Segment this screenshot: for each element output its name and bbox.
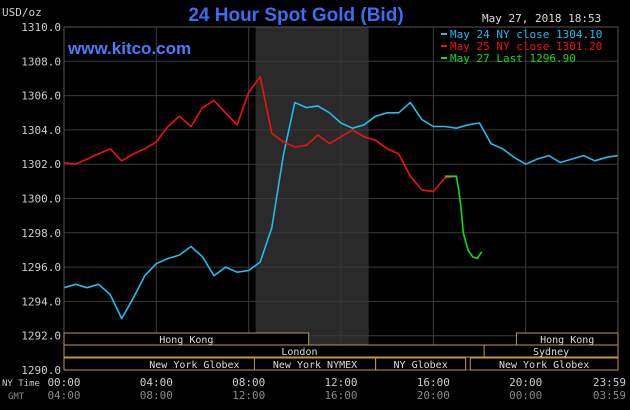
- session-bar: New York NYMEX: [253, 357, 377, 371]
- y-axis-ticks: 1310.0 1308.0 1306.0 1304.0 1302.0 1300.0 1298…: [21, 21, 61, 377]
- x-tick-label-ny: 12:00: [324, 376, 357, 389]
- y-tick-label: 1290.0: [21, 364, 61, 377]
- x-tick-label-gmt: 08:00: [140, 389, 173, 402]
- session-label: New York Globex: [149, 360, 239, 371]
- series-line-1: [63, 101, 618, 320]
- session-bar: London: [63, 344, 536, 358]
- x-tick-label-gmt: 16:00: [324, 389, 357, 402]
- x-tick-label-gmt: 03:59: [593, 389, 626, 402]
- x-tick-label-gmt: 12:00: [232, 389, 265, 402]
- session-box: [469, 357, 619, 371]
- x-tick-label-ny: 20:00: [509, 376, 542, 389]
- x-axis-ny-time-label: NY Time: [2, 379, 40, 389]
- series-line-2: [63, 75, 457, 193]
- session-box: [483, 344, 619, 358]
- session-label: London: [281, 347, 317, 358]
- x-tick-label-ny: 04:00: [140, 376, 173, 389]
- timestamp: May 27, 2018 18:53: [482, 12, 601, 25]
- site-watermark: www.kitco.com: [67, 39, 191, 58]
- session-label: Sydney: [533, 347, 569, 358]
- y-axis-unit-label: USD/oz: [2, 6, 42, 19]
- session-bar: New York Globex: [469, 357, 619, 371]
- x-axis-gmt-label: GMT: [8, 392, 25, 402]
- session-box: [375, 357, 467, 371]
- session-label: New York NYMEX: [273, 360, 357, 371]
- y-tick-label: 1298.0: [21, 227, 61, 240]
- session-label: NY Globex: [394, 360, 448, 371]
- x-tick-label-gmt: 00:00: [509, 389, 542, 402]
- y-tick-label: 1302.0: [21, 158, 61, 171]
- session-bar: NY Globex: [375, 357, 467, 371]
- x-tick-label-ny: 23:59: [593, 376, 626, 389]
- chart-title: 24 Hour Spot Gold (Bid): [188, 5, 403, 26]
- session-label: Hong Kong: [540, 335, 594, 346]
- legend-entry: May 27 Last 1296.90: [450, 52, 576, 65]
- x-tick-label-ny: 16:00: [417, 376, 450, 389]
- market-sessions: Hong Kong London New York Globex New York N…: [63, 332, 619, 371]
- y-tick-label: 1304.0: [21, 124, 61, 137]
- x-tick-label-ny: 00:00: [47, 376, 80, 389]
- x-axis-ticks: 00:0004:0004:0008:0008:0012:0012:0016:00…: [47, 376, 626, 402]
- legend-entry: May 24 NY close 1304.10: [450, 28, 602, 41]
- legend-entry: May 25 NY close 1301.20: [450, 40, 602, 53]
- session-bar: Hong Kong: [515, 332, 619, 346]
- x-tick-label-gmt: 04:00: [47, 389, 80, 402]
- y-tick-label: 1296.0: [21, 261, 61, 274]
- y-tick-label: 1310.0: [21, 21, 61, 34]
- session-label: Hong Kong: [159, 335, 213, 346]
- series-line-3: [444, 175, 483, 260]
- x-tick-label-ny: 08:00: [232, 376, 265, 389]
- y-tick-label: 1294.0: [21, 295, 61, 308]
- session-bar: Sydney: [483, 344, 619, 358]
- y-tick-label: 1306.0: [21, 90, 61, 103]
- series-layer: [63, 75, 618, 320]
- y-tick-label: 1292.0: [21, 330, 61, 343]
- session-label: New York Globex: [499, 360, 589, 371]
- y-tick-label: 1300.0: [21, 193, 61, 206]
- x-tick-label-gmt: 20:00: [417, 389, 450, 402]
- y-tick-label: 1308.0: [21, 55, 61, 68]
- session-bar: Hong Kong: [63, 332, 310, 346]
